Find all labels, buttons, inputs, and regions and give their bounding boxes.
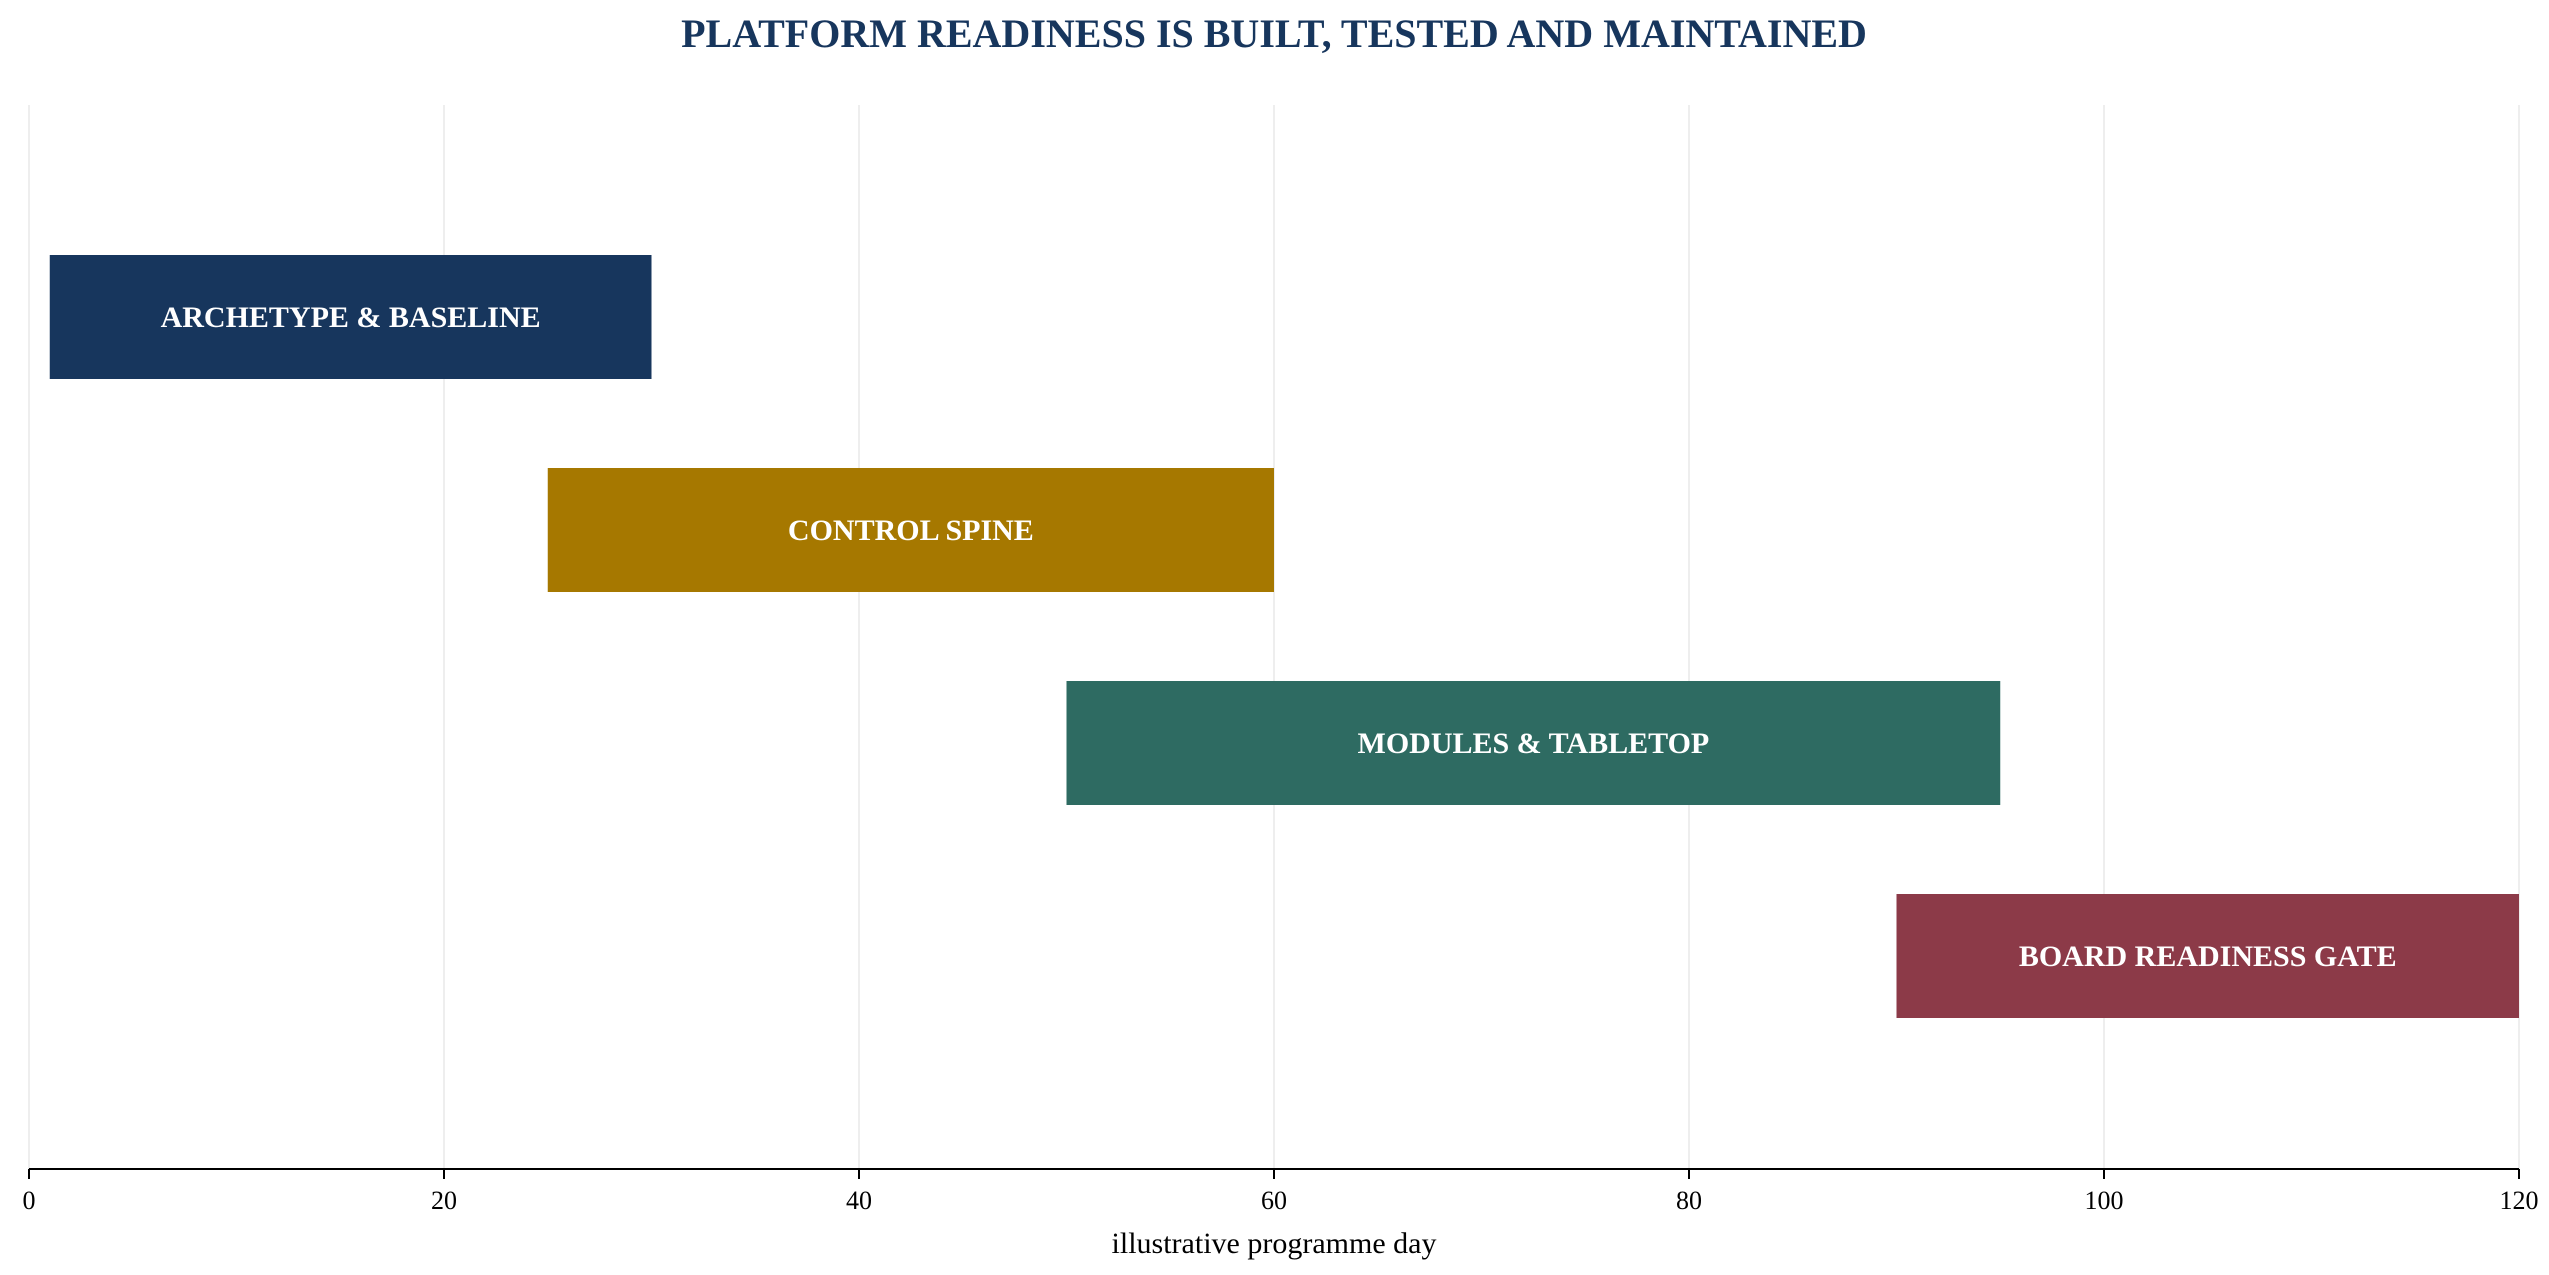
bars: ARCHETYPE & BASELINE CONTROL SPINE MODULES…: [49, 255, 2519, 1018]
gantt-bar: [1066, 681, 2001, 805]
x-axis: 0 20 40 60 80 100 120: [23, 1168, 2539, 1215]
gantt-bar-label: MODULES & TABLETOP: [1358, 727, 1710, 760]
x-tick-label: 120: [2500, 1186, 2539, 1215]
x-tick-label: 80: [1676, 1186, 1702, 1215]
gantt-bar: [49, 255, 652, 379]
gantt-bar: [547, 468, 1274, 592]
x-tick-label: 60: [1261, 1186, 1287, 1215]
gantt-bar-label: CONTROL SPINE: [788, 514, 1034, 547]
chart-title: PLATFORM READINESS IS BUILT, TESTED AND …: [681, 11, 1867, 56]
x-axis-label: illustrative programme day: [1112, 1227, 1437, 1260]
gantt-bar-label: ARCHETYPE & BASELINE: [161, 301, 541, 334]
x-tick-label: 100: [2085, 1186, 2124, 1215]
gantt-bar: [1896, 894, 2519, 1018]
x-tick-label: 0: [23, 1186, 36, 1215]
x-tick-label: 20: [431, 1186, 457, 1215]
gantt-bar-label: BOARD READINESS GATE: [2019, 940, 2397, 973]
x-tick-label: 40: [846, 1186, 872, 1215]
